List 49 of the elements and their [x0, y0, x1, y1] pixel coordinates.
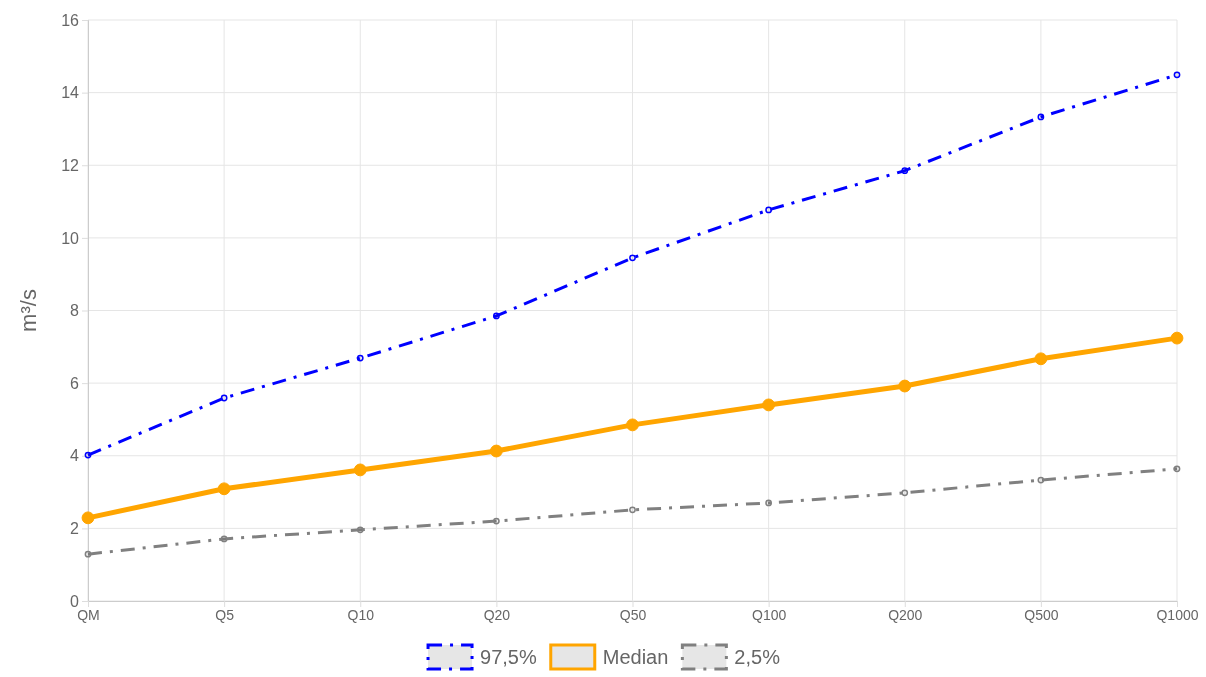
point — [1170, 331, 1184, 345]
y-tick-label: 4 — [70, 447, 80, 465]
point — [629, 506, 636, 514]
x-tick-label: QM — [77, 606, 100, 623]
point — [356, 354, 364, 362]
y-tick-label: 2 — [70, 519, 80, 537]
x-tick-label: Q10 — [347, 606, 375, 623]
point — [1037, 476, 1045, 484]
point — [901, 167, 909, 175]
point — [220, 535, 228, 543]
point — [626, 418, 639, 432]
y-tick-label: 6 — [70, 374, 80, 392]
x-tick-label: Q20 — [483, 606, 511, 623]
y-tick-label: 14 — [61, 84, 80, 102]
x-tick-label: Q50 — [619, 606, 647, 623]
point — [898, 379, 912, 393]
y-tick-label: 0 — [70, 592, 80, 610]
legend-label: Median — [602, 646, 669, 668]
point — [81, 511, 95, 525]
y-tick-label: 10 — [61, 229, 80, 247]
x-tick-label: Q5 — [215, 606, 235, 623]
x-tick-label: Q1000 — [1156, 606, 1199, 623]
point — [84, 550, 92, 558]
point — [492, 517, 500, 525]
y-tick-label: 16 — [61, 11, 80, 29]
point — [1034, 352, 1048, 366]
x-tick-label: Q100 — [752, 606, 787, 623]
point — [1037, 113, 1045, 121]
y-tick-label: 12 — [61, 156, 80, 174]
point — [84, 451, 92, 459]
point — [492, 312, 500, 320]
legend-label: 2,5% — [734, 646, 781, 668]
point — [489, 444, 503, 458]
y-tick-label: 8 — [70, 302, 80, 320]
point — [765, 206, 773, 214]
x-tick-label: Q200 — [888, 606, 923, 623]
x-tick-label: Q500 — [1024, 606, 1059, 623]
point — [217, 482, 231, 496]
y-axis-title: m³/s — [16, 289, 41, 332]
point — [1173, 465, 1181, 473]
point — [356, 526, 364, 534]
point — [765, 499, 773, 507]
point — [629, 254, 636, 262]
point — [762, 398, 776, 412]
legend-label: 97,5% — [480, 646, 537, 668]
point — [353, 463, 367, 477]
point — [901, 489, 909, 497]
point — [220, 394, 228, 402]
point — [1173, 71, 1181, 79]
